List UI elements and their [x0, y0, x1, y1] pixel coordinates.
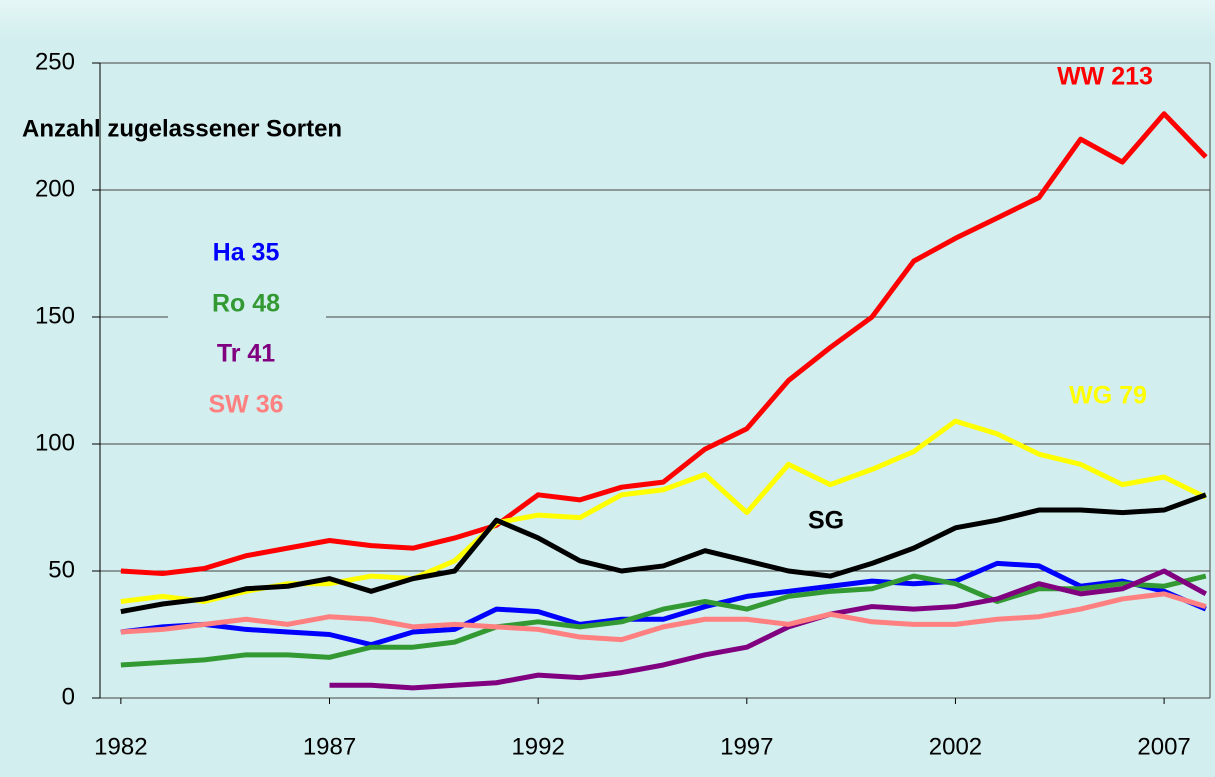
x-tick-label: 2002 — [929, 733, 982, 760]
x-tick-label: 1992 — [511, 733, 564, 760]
y-tick-label: 250 — [35, 48, 75, 75]
series-line — [120, 560, 1207, 648]
series-line — [120, 573, 1207, 668]
y-tick-label: 150 — [35, 302, 75, 329]
x-tick-label: 1987 — [303, 733, 356, 760]
x-tick-label: 2007 — [1137, 733, 1190, 760]
series-label: WG 79 — [1069, 382, 1147, 410]
x-tick-label: 1997 — [720, 733, 773, 760]
y-tick-label: 0 — [62, 683, 75, 710]
series-label: WW 213 — [1057, 63, 1153, 91]
series-label: SW 36 — [208, 391, 283, 419]
label-backdrop — [168, 230, 326, 420]
series-label: Ro 48 — [212, 290, 280, 318]
series-label: Ha 35 — [213, 239, 280, 267]
chart-title: Anzahl zugelassener Sorten — [22, 115, 342, 142]
y-tick-label: 200 — [35, 175, 75, 202]
series-label: Tr 41 — [217, 340, 275, 368]
x-tick-label: 1982 — [94, 733, 147, 760]
y-tick-label: 100 — [35, 429, 75, 456]
series-line — [120, 111, 1208, 577]
series-line — [120, 492, 1207, 615]
series-line — [329, 568, 1208, 691]
series-label: SG — [808, 507, 844, 535]
series-line — [120, 591, 1207, 643]
y-tick-label: 50 — [48, 556, 75, 583]
